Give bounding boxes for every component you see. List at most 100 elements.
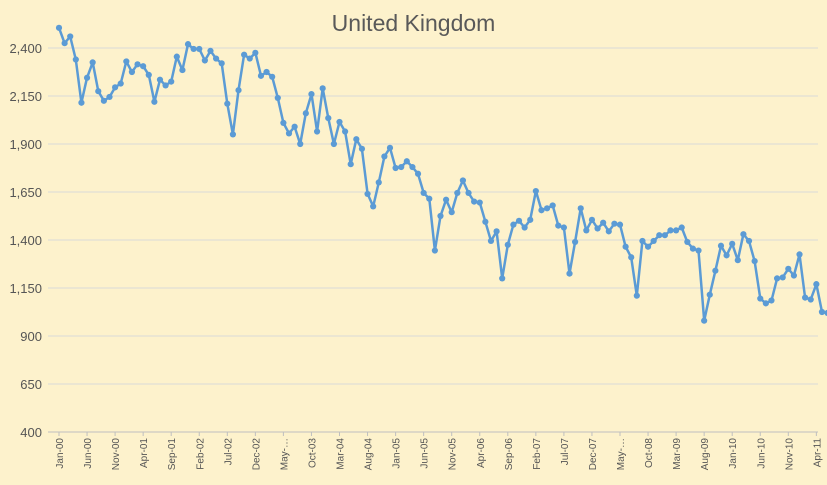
data-point <box>499 275 506 282</box>
data-point <box>639 237 646 245</box>
data-point <box>667 227 674 234</box>
data-point <box>280 119 287 126</box>
data-point <box>684 238 691 246</box>
data-point <box>768 297 775 304</box>
data-point <box>347 161 354 168</box>
data-point <box>95 88 102 95</box>
data-point <box>330 140 337 148</box>
x-tick-label: Jun-00 <box>83 438 94 469</box>
x-tick-label: Sep-01 <box>167 438 178 471</box>
data-point <box>342 128 349 135</box>
data-point <box>173 53 180 60</box>
data-point <box>196 45 203 53</box>
data-point <box>779 274 786 281</box>
series-line <box>57 27 827 322</box>
data-point <box>515 217 523 224</box>
data-point <box>128 68 136 76</box>
data-point <box>678 224 685 231</box>
data-point <box>72 56 79 63</box>
data-point <box>426 195 433 202</box>
data-point <box>145 71 152 78</box>
data-point <box>521 224 528 231</box>
data-point <box>207 47 214 54</box>
data-point <box>482 218 489 225</box>
data-point <box>487 237 495 245</box>
data-point <box>83 74 91 81</box>
data-point <box>560 224 568 231</box>
x-tick-label: Apr-06 <box>476 438 487 468</box>
data-point <box>78 99 85 106</box>
data-point <box>689 245 697 252</box>
data-point <box>818 308 826 316</box>
data-point <box>201 57 208 64</box>
data-point <box>67 33 74 40</box>
data-point <box>622 243 629 250</box>
data-point <box>572 238 579 246</box>
data-point <box>414 170 422 177</box>
x-tick-label: Oct-03 <box>307 438 318 468</box>
data-point <box>353 136 360 143</box>
data-point <box>459 177 467 184</box>
data-point <box>504 241 511 248</box>
data-point <box>510 221 517 228</box>
data-point <box>543 205 551 212</box>
data-point <box>285 130 293 137</box>
series-line-group <box>57 27 827 322</box>
data-point <box>762 300 769 307</box>
x-tick-label: Apr-01 <box>139 438 150 468</box>
data-point <box>588 216 596 223</box>
data-point <box>224 100 231 107</box>
x-tick-label: Jan-00 <box>55 438 66 469</box>
data-point <box>538 207 545 214</box>
data-point <box>325 114 332 122</box>
data-point <box>269 73 276 80</box>
data-point <box>549 202 556 209</box>
data-point <box>151 98 158 105</box>
x-tick-label: Jul-02 <box>223 438 234 466</box>
data-point <box>375 179 382 186</box>
x-tick-label: Feb-07 <box>532 438 543 470</box>
x-tick-label: Jun-10 <box>756 438 767 469</box>
x-tick-label: Dec-07 <box>588 438 599 471</box>
data-point <box>319 85 326 92</box>
x-tick-label: Mar-09 <box>672 438 683 470</box>
data-point <box>358 145 366 152</box>
data-point <box>370 203 377 210</box>
data-point <box>796 251 803 258</box>
data-point <box>465 189 472 197</box>
data-point <box>729 240 736 247</box>
data-point <box>403 158 410 165</box>
x-tick-label: May-… <box>616 438 627 470</box>
data-point <box>751 258 758 265</box>
data-point <box>89 59 96 66</box>
x-tick-label: Jul-07 <box>560 438 571 466</box>
data-point <box>442 196 450 203</box>
chart-title: United Kingdom <box>331 10 496 36</box>
data-point <box>162 82 169 89</box>
data-point <box>577 205 584 212</box>
data-point <box>717 242 725 249</box>
data-point <box>218 60 225 67</box>
y-tick-label: 1,650 <box>9 185 42 200</box>
data-point <box>431 247 438 254</box>
x-axis-ticks: Jan-00 Jun-00 Nov-00 Apr-01 Sep-01 Feb-02 Jul-… <box>55 432 823 471</box>
data-point <box>100 97 107 104</box>
data-point <box>695 247 702 254</box>
data-point <box>106 93 113 101</box>
data-point <box>392 164 399 172</box>
y-tick-label: 400 <box>20 425 42 440</box>
data-point <box>807 296 814 303</box>
y-tick-label: 900 <box>20 329 42 344</box>
x-tick-label: Dec-02 <box>251 438 262 471</box>
data-point <box>448 209 455 216</box>
data-point <box>745 237 753 245</box>
data-point <box>409 163 416 171</box>
data-point <box>740 231 747 238</box>
x-tick-label: Oct-08 <box>644 438 655 468</box>
data-point <box>364 190 371 198</box>
x-tick-label: Nov-10 <box>784 438 795 471</box>
data-point <box>252 49 259 56</box>
x-tick-label: Feb-02 <box>195 438 206 470</box>
y-axis-ticks: 400 650 900 1,150 1,400 1,650 1,900 2,150 2,400 <box>9 41 42 440</box>
